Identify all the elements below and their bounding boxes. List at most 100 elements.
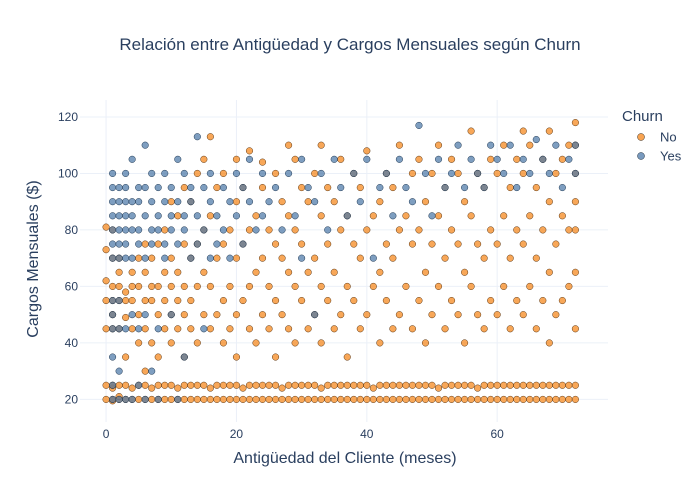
data-point-yes [167, 226, 175, 234]
data-point-no [539, 381, 547, 389]
data-point-yes [167, 184, 175, 192]
data-point-no [500, 141, 508, 149]
data-point-no [272, 395, 280, 403]
data-point-no [193, 395, 201, 403]
data-point-yes [154, 395, 162, 403]
data-point-no [174, 268, 182, 276]
data-point-no [167, 395, 175, 403]
data-point-no [356, 325, 364, 333]
data-point-no [161, 381, 169, 389]
legend-label-no: No [660, 130, 677, 145]
data-point-no [304, 381, 312, 389]
data-point-no [395, 395, 403, 403]
data-point-yes [219, 226, 227, 234]
data-point-no [526, 381, 534, 389]
data-point-no [343, 395, 351, 403]
data-point-yes [213, 212, 221, 220]
data-point-no [571, 381, 579, 389]
data-point-yes [350, 169, 358, 177]
data-point-no [545, 339, 553, 347]
data-point-no [526, 212, 534, 220]
data-point-no [232, 353, 240, 361]
data-point-no [376, 198, 384, 206]
data-point-no [487, 381, 495, 389]
data-point-yes [148, 169, 156, 177]
data-point-no [148, 296, 156, 305]
data-point-no [206, 212, 214, 220]
data-point-yes [428, 212, 436, 220]
data-point-yes [239, 184, 247, 192]
data-point-no [461, 381, 469, 389]
data-point-no [298, 240, 306, 248]
data-point-no [382, 240, 390, 248]
data-point-no [434, 395, 443, 403]
data-point-no [565, 381, 573, 389]
data-point-no [565, 141, 573, 149]
data-point-no [317, 395, 325, 403]
data-point-no [532, 381, 540, 389]
data-point-yes [161, 198, 169, 206]
data-point-no [454, 169, 462, 177]
data-point-no [493, 395, 501, 403]
data-point-no [285, 325, 293, 333]
y-axis-title: Cargos Mensuales ($) [25, 180, 42, 337]
data-point-yes [141, 212, 149, 220]
data-point-no [428, 381, 436, 389]
data-point-no [245, 395, 254, 403]
data-point-no [245, 325, 254, 333]
data-point-yes [122, 184, 130, 192]
data-point-no [226, 381, 234, 389]
data-point-no [115, 381, 123, 389]
series-no [102, 119, 579, 405]
data-point-no [467, 395, 475, 403]
data-point-yes [154, 325, 162, 333]
data-point-no [480, 254, 488, 262]
data-point-yes [122, 226, 130, 234]
data-point-no [382, 395, 390, 403]
data-point-no [434, 212, 443, 220]
data-point-no [330, 268, 338, 276]
data-point-no [558, 155, 566, 163]
data-point-no [115, 282, 123, 290]
data-point-yes [415, 121, 423, 129]
data-point-yes [480, 184, 488, 192]
data-point-no [200, 395, 208, 403]
data-point-yes [571, 169, 579, 177]
data-point-no [252, 395, 260, 403]
data-point-no [278, 395, 286, 403]
data-point-yes [128, 226, 136, 234]
legend-item-yes[interactable]: Yes [637, 149, 682, 164]
data-point-yes [219, 184, 227, 192]
data-point-yes [298, 254, 306, 262]
data-point-no [408, 240, 416, 248]
data-point-yes [109, 184, 117, 192]
data-point-no [356, 381, 364, 389]
data-point-yes [252, 226, 260, 234]
data-point-no [487, 226, 495, 234]
data-point-no [252, 212, 260, 220]
data-point-no [206, 282, 214, 290]
data-point-no [298, 395, 306, 403]
data-point-no [526, 282, 534, 290]
data-point-no [148, 282, 156, 290]
data-point-no [545, 127, 553, 135]
data-point-no [545, 395, 553, 403]
data-point-no [187, 395, 195, 403]
legend[interactable]: Churn No Yes [622, 108, 682, 164]
data-point-no [102, 277, 110, 285]
data-point-no [552, 240, 560, 248]
data-point-no [193, 339, 201, 347]
data-point-no [441, 254, 449, 262]
legend-item-no[interactable]: No [637, 130, 677, 145]
data-point-no [454, 240, 462, 248]
data-point-no [232, 311, 240, 319]
data-point-no [448, 395, 456, 403]
data-point-no [219, 339, 227, 347]
data-point-no [219, 296, 227, 305]
data-point-no [252, 381, 260, 389]
data-point-yes [200, 325, 208, 333]
data-point-no [350, 395, 358, 403]
data-point-no [102, 325, 110, 333]
data-point-yes [115, 254, 123, 262]
data-point-yes [226, 254, 234, 262]
